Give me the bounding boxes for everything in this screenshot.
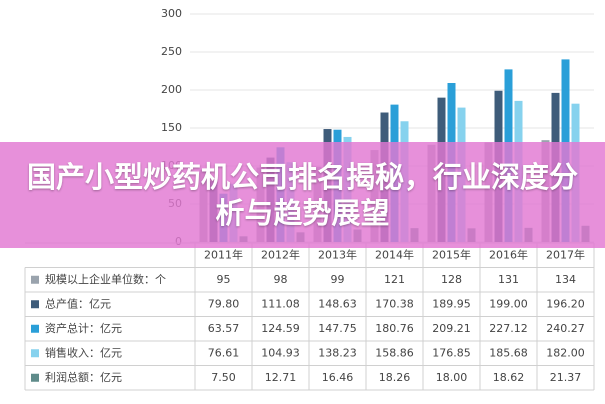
table-cell: 18.62 [493,371,525,384]
table-cell: 104.93 [261,346,300,359]
table-cell: 124.59 [261,322,300,335]
legend-label: 利润总额：亿元 [45,370,122,384]
table-cell: 95 [217,273,231,286]
table-cell: 240.27 [546,322,585,335]
table-cell: 128 [441,273,462,286]
table-header: 2015年 [432,247,471,261]
table-cell: 199.00 [489,297,528,310]
table-cell: 18.26 [379,371,411,384]
table-cell: 185.68 [489,346,528,359]
legend-label: 规模以上企业单位数：个 [45,272,166,286]
table-header: 2017年 [546,247,585,261]
y-tick-label: 250 [161,45,182,58]
legend-swatch [31,324,39,333]
table-cell: 79.80 [208,297,240,310]
table-cell: 227.12 [489,322,528,335]
y-tick-label: 150 [161,121,182,134]
table-cell: 98 [274,273,288,286]
table-header: 2013年 [318,247,357,261]
legend-label: 销售收入：亿元 [45,345,122,359]
table-cell: 18.00 [436,371,468,384]
table-cell: 176.85 [432,346,471,359]
title-banner: 国产小型炒药机公司排名揭秘，行业深度分析与趋势展望 [0,142,605,248]
y-tick-label: 200 [161,83,182,96]
table-cell: 170.38 [375,297,414,310]
legend-label: 总产值：亿元 [45,296,111,310]
table-cell: 158.86 [375,346,414,359]
legend-label: 资产总计：亿元 [45,321,122,335]
table-cell: 138.23 [318,346,357,359]
table-cell: 196.20 [546,297,585,310]
table-cell: 147.75 [318,322,357,335]
table-cell: 209.21 [432,322,471,335]
table-cell: 7.50 [211,371,236,384]
table-cell: 148.63 [318,297,357,310]
table-cell: 21.37 [550,371,582,384]
table-header: 2011年 [204,247,243,261]
legend-swatch [31,275,39,284]
table-cell: 63.57 [208,322,240,335]
table-cell: 16.46 [322,371,354,384]
table-cell: 134 [555,273,576,286]
table-cell: 182.00 [546,346,585,359]
table-cell: 180.76 [375,322,414,335]
table-cell: 131 [498,273,519,286]
legend-swatch [31,349,39,358]
y-tick-label: 300 [161,7,182,20]
table-cell: 12.71 [265,371,297,384]
table-cell: 111.08 [261,297,300,310]
table-cell: 76.61 [208,346,240,359]
table-header: 2012年 [261,247,300,261]
table-cell: 99 [331,273,345,286]
legend-swatch [31,373,39,382]
table-cell: 189.95 [432,297,471,310]
table-cell: 121 [384,273,405,286]
chart-title: 国产小型炒药机公司排名揭秘，行业深度分析与趋势展望 [26,160,578,230]
table-header: 2014年 [375,247,414,261]
legend-swatch [31,300,39,309]
table-header: 2016年 [489,247,528,261]
